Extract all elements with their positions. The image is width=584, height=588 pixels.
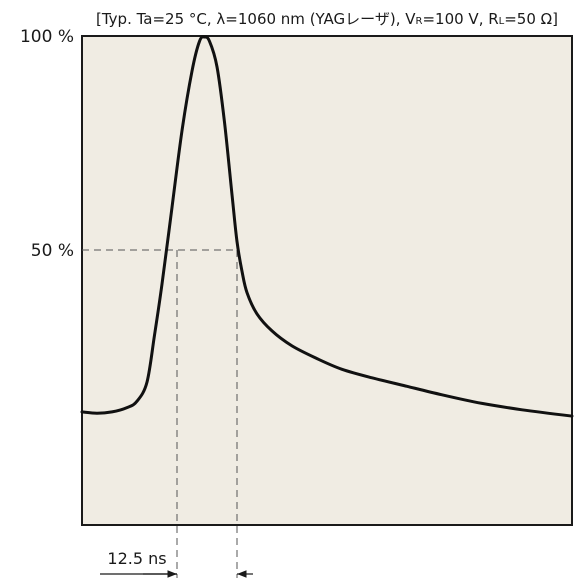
plot-area bbox=[81, 35, 573, 526]
pulse-width-label: 12.5 ns bbox=[107, 549, 166, 568]
series-line bbox=[80, 35, 574, 418]
measurement-conditions: [Typ. Ta=25 °C, λ=1060 nm (YAGレーザ), VR=1… bbox=[96, 10, 558, 28]
conditions-prefix: [Typ. Ta=25 °C, λ=1060 nm (YAGレーザ), V bbox=[96, 10, 416, 28]
rl-subscript: L bbox=[499, 16, 505, 27]
y-tick-label-50: 50 % bbox=[31, 241, 74, 261]
conditions-mid: =100 V, R bbox=[422, 10, 498, 28]
conditions-suffix: =50 Ω] bbox=[504, 10, 558, 28]
vr-subscript: R bbox=[416, 16, 423, 27]
y-tick-label-100: 100 % bbox=[20, 27, 74, 47]
